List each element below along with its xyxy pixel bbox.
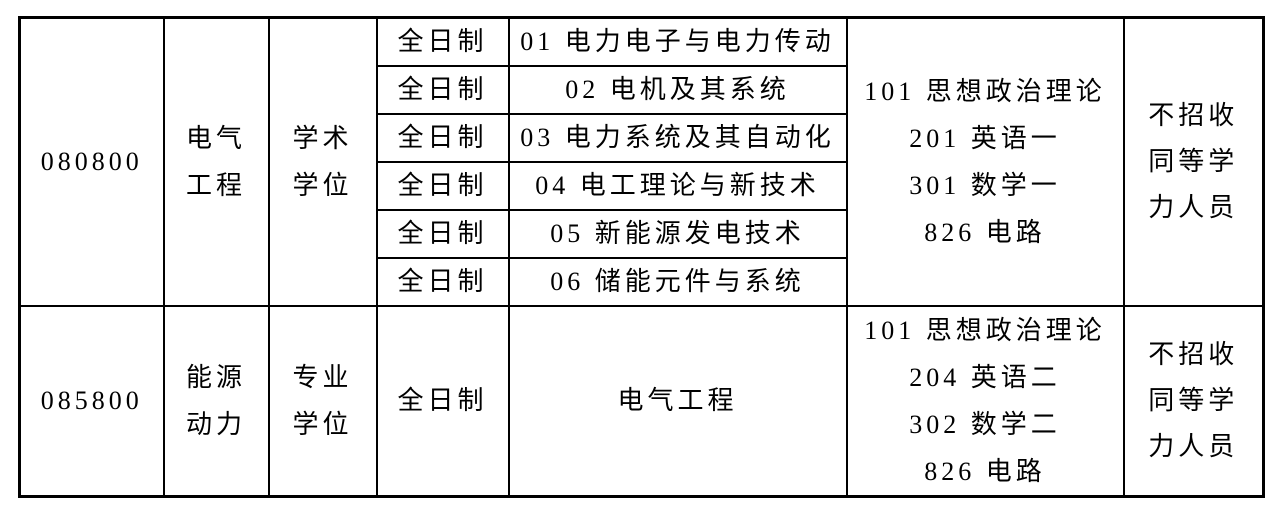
table-row: 全日制 05 新能源发电技术 — [20, 208, 1264, 259]
program-major: 电气 工程 — [162, 16, 270, 307]
exam-subjects: 101 思想政治理论 204 英语二 302 数学二 826 电路 — [845, 304, 1125, 497]
program-code: 085800 — [18, 304, 165, 497]
study-mode: 全日制 — [375, 256, 510, 307]
research-direction: 06 储能元件与系统 — [507, 256, 848, 307]
remark-line: 同等学 — [1148, 385, 1239, 415]
degree-line: 专业 — [292, 362, 353, 392]
study-mode: 全日制 — [375, 304, 510, 497]
degree-line: 学位 — [292, 170, 353, 200]
study-mode: 全日制 — [375, 160, 510, 211]
degree-type: 学术 学位 — [267, 16, 378, 307]
table-row: 全日制 04 电工理论与新技术 — [20, 160, 1264, 211]
table-row: 085800 能源 动力 专业 学位 全日制 电气工程 101 思想政治理论 2… — [18, 304, 1265, 497]
exam-subject-line: 101 思想政治理论 — [864, 315, 1106, 345]
exam-subjects: 101 思想政治理论 201 英语一 301 数学一 826 电路 — [845, 16, 1125, 307]
table-row: 全日制 02 电机及其系统 — [20, 64, 1264, 115]
research-direction: 02 电机及其系统 — [507, 64, 848, 115]
remark-line: 同等学 — [1148, 146, 1239, 176]
major-line: 动力 — [185, 409, 246, 439]
study-mode: 全日制 — [375, 64, 510, 115]
exam-subject-line: 201 英语一 — [909, 123, 1061, 153]
admissions-table: 080800 电气 工程 学术 学位 全日制 01 电力电子与电力传动 101 … — [18, 16, 1265, 498]
study-mode: 全日制 — [375, 112, 510, 163]
table-row: 080800 电气 工程 学术 学位 全日制 01 电力电子与电力传动 101 … — [18, 16, 1265, 307]
remark-line: 不招收 — [1148, 100, 1239, 130]
major-line: 工程 — [185, 170, 246, 200]
degree-line: 学位 — [292, 409, 353, 439]
table-row: 全日制 06 储能元件与系统 — [20, 256, 1264, 307]
remark-line: 力人员 — [1148, 192, 1239, 222]
research-direction: 05 新能源发电技术 — [507, 208, 848, 259]
program-major: 能源 动力 — [162, 304, 270, 497]
study-mode: 全日制 — [375, 16, 510, 67]
degree-type: 专业 学位 — [267, 304, 378, 497]
exam-subject-line: 826 电路 — [924, 217, 1046, 247]
exam-subject-line: 301 数学一 — [909, 170, 1061, 200]
study-mode: 全日制 — [375, 208, 510, 259]
remarks: 不招收 同等学 力人员 — [1122, 16, 1265, 307]
exam-subject-line: 302 数学二 — [909, 409, 1061, 439]
research-direction: 04 电工理论与新技术 — [507, 160, 848, 211]
research-direction: 03 电力系统及其自动化 — [507, 112, 848, 163]
exam-subject-line: 204 英语二 — [909, 362, 1061, 392]
research-direction: 电气工程 — [507, 304, 848, 497]
remark-line: 不招收 — [1148, 339, 1239, 369]
major-line: 电气 — [185, 123, 246, 153]
remark-line: 力人员 — [1148, 431, 1239, 461]
exam-subject-line: 101 思想政治理论 — [864, 76, 1106, 106]
major-line: 能源 — [185, 362, 246, 392]
table-row: 全日制 03 电力系统及其自动化 — [20, 112, 1264, 163]
research-direction: 01 电力电子与电力传动 — [507, 16, 848, 67]
program-code: 080800 — [18, 16, 165, 307]
remarks: 不招收 同等学 力人员 — [1122, 304, 1265, 497]
exam-subject-line: 826 电路 — [924, 456, 1046, 486]
degree-line: 学术 — [292, 123, 353, 153]
